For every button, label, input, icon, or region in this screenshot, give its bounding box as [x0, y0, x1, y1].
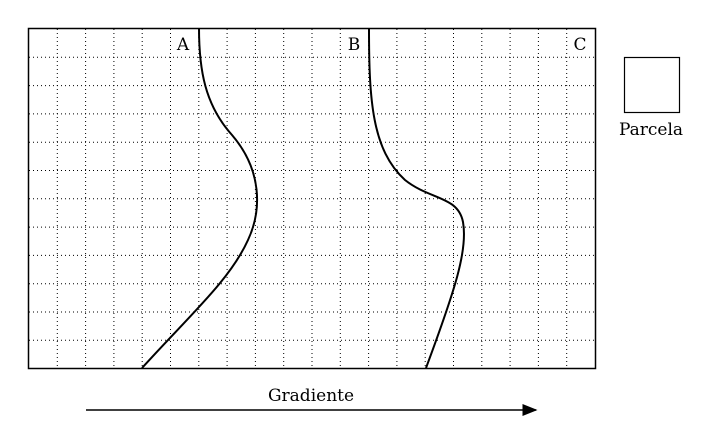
zone-label-c: C [573, 35, 586, 55]
boundary-curve-a [141, 27, 258, 369]
gradient-label: Gradiente [268, 386, 354, 406]
boundary-curve-b [368, 27, 466, 369]
parcela-legend-square [623, 56, 681, 114]
zone-label-a: A [176, 35, 190, 55]
zone-label-b: B [348, 35, 361, 55]
dotted-grid [29, 29, 595, 368]
parcela-legend-label: Parcela [619, 120, 683, 140]
plot-frame [27, 27, 597, 370]
